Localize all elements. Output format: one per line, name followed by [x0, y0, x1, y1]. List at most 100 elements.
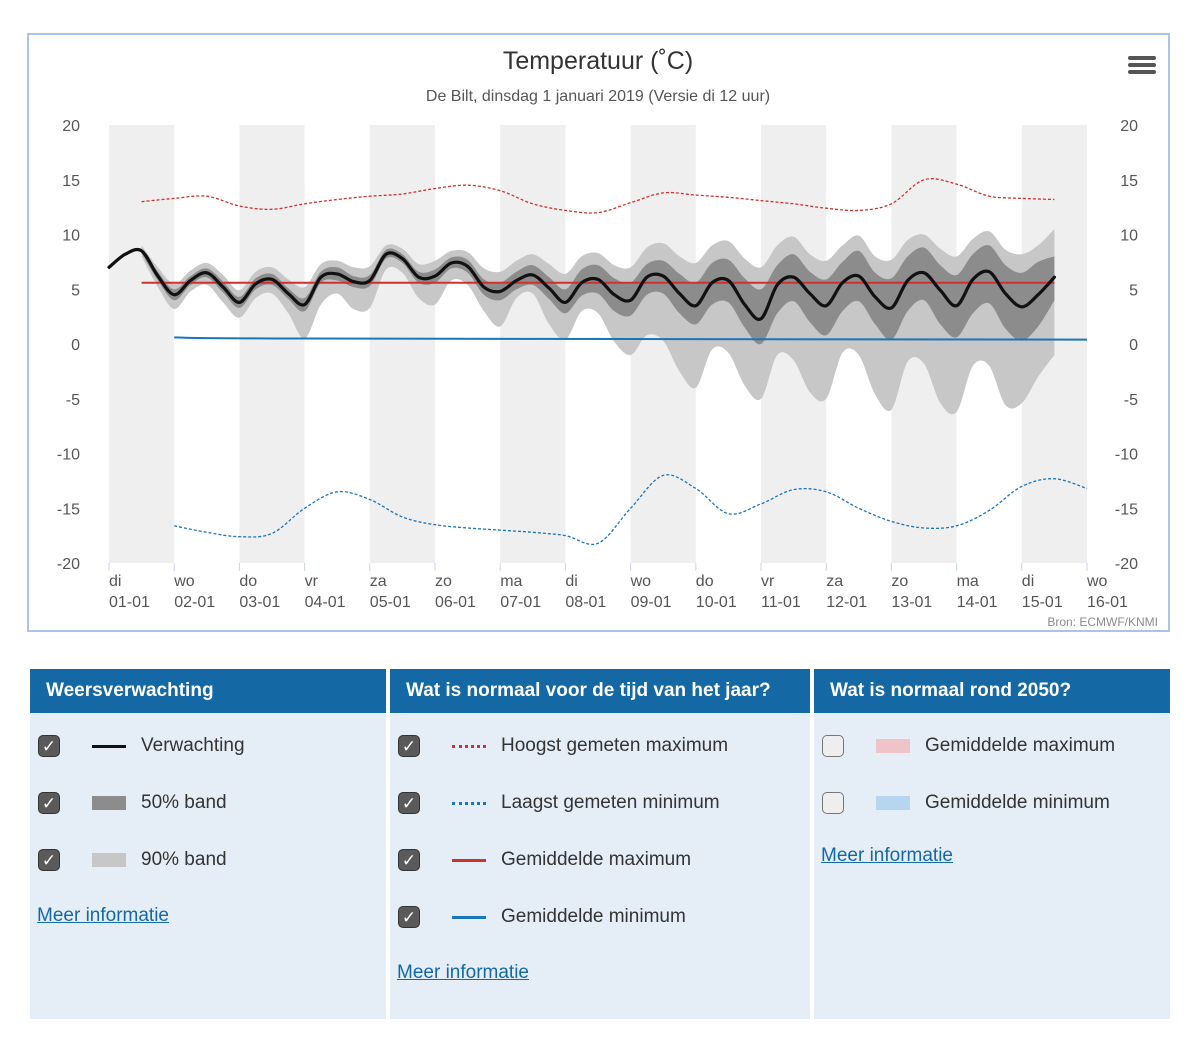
x-tick-day: ma [500, 573, 522, 590]
x-tick-date: 13-01 [891, 594, 932, 611]
x-tick-date: 08-01 [565, 594, 606, 611]
chart-menu-button[interactable] [1126, 53, 1158, 81]
legend-panels: Weersverwachting Verwachting 50% band 90… [30, 669, 1170, 1019]
legend-label: Hoogst gemeten maximum [501, 735, 729, 756]
y-tick-label-right: 10 [1120, 228, 1138, 245]
x-tick-date: 14-01 [957, 594, 998, 611]
series-verwachting [107, 247, 1056, 321]
hamburger-icon-bar [1128, 56, 1156, 60]
x-tick-date: 09-01 [631, 594, 672, 611]
panel-title: Wat is normaal rond 2050? [814, 669, 1170, 713]
x-tick-date: 06-01 [435, 594, 476, 611]
x-tick-date: 11-01 [761, 594, 801, 611]
band-50 [141, 245, 1055, 345]
chart-subtitle: De Bilt, dinsdag 1 januari 2019 (Versie … [426, 88, 770, 105]
legend-label: 50% band [141, 792, 227, 813]
y-tick-label-left: 15 [62, 173, 80, 190]
day-stripe [109, 125, 175, 563]
panel-title: Weersverwachting [30, 669, 386, 713]
legend-item-hoogst-gemeten-maximum[interactable]: Hoogst gemeten maximum [390, 731, 728, 761]
legend-item-50-band[interactable]: 50% band [30, 788, 227, 818]
checkbox[interactable] [398, 849, 420, 871]
x-tick-date: 15-01 [1022, 594, 1063, 611]
temperature-chart: Temperatuur (˚C) De Bilt, dinsdag 1 janua… [27, 33, 1170, 632]
legend-label: Gemiddelde minimum [501, 906, 686, 927]
legend-item-laagst-gemeten-minimum[interactable]: Laagst gemeten minimum [390, 788, 720, 818]
x-tick-day: zo [891, 573, 908, 590]
x-tick-day: do [239, 573, 257, 590]
legend-swatch [92, 853, 126, 867]
x-tick-day: zo [435, 573, 452, 590]
y-tick-label-right: -20 [1115, 556, 1138, 573]
x-tick-day: di [565, 573, 577, 590]
legend-label: 90% band [141, 849, 227, 870]
meer-informatie-link[interactable]: Meer informatie [397, 962, 529, 983]
checkbox[interactable] [822, 792, 844, 814]
chart-source: Bron: ECMWF/KNMI [1047, 615, 1158, 629]
y-tick-label-left: 0 [71, 337, 80, 354]
legend-swatch [452, 858, 486, 862]
x-tick-date: 07-01 [500, 594, 541, 611]
x-tick-day: wo [630, 573, 652, 590]
y-tick-label-right: -5 [1124, 392, 1138, 409]
legend-label: Verwachting [141, 735, 245, 756]
chart-title: Temperatuur (˚C) [503, 47, 693, 75]
checkbox[interactable] [38, 849, 60, 871]
panel-normaal-tijd-van-jaar: Wat is normaal voor de tijd van het jaar… [390, 669, 810, 1019]
x-tick-day: vr [305, 573, 319, 590]
legend-label: Gemiddelde maximum [925, 735, 1116, 756]
series-laagst-gemeten-minimum [174, 474, 1088, 546]
x-tick-day: do [696, 573, 714, 590]
y-tick-label-right: 5 [1129, 282, 1138, 299]
x-tick-date: 10-01 [696, 594, 737, 611]
y-tick-label-right: 15 [1120, 173, 1138, 190]
legend-label: Gemiddelde maximum [501, 849, 692, 870]
y-tick-label-right: -15 [1115, 501, 1138, 518]
y-tick-label-right: 0 [1129, 337, 1138, 354]
legend-item-90-band[interactable]: 90% band [30, 845, 227, 875]
checkbox[interactable] [398, 792, 420, 814]
meer-informatie-link[interactable]: Meer informatie [821, 845, 953, 866]
legend-item-gemiddelde-minimum[interactable]: Gemiddelde minimum [390, 902, 686, 932]
legend-swatch [452, 801, 486, 805]
chart-svg: Temperatuur (˚C) De Bilt, dinsdag 1 janua… [57, 47, 1138, 611]
y-tick-label-left: -15 [57, 501, 80, 518]
x-tick-date: 16-01 [1087, 594, 1128, 611]
legend-item-verwachting[interactable]: Verwachting [30, 731, 245, 761]
y-tick-label-right: 20 [1120, 118, 1138, 135]
legend-swatch [876, 739, 910, 753]
legend-swatch [92, 796, 126, 810]
panel-title: Wat is normaal voor de tijd van het jaar… [390, 669, 810, 713]
y-tick-label-right: -10 [1115, 447, 1138, 464]
legend-item-2050-gemiddelde-maximum[interactable]: Gemiddelde maximum [814, 731, 1115, 761]
x-tick-day: wo [173, 573, 195, 590]
x-tick-day: ma [957, 573, 979, 590]
hamburger-icon-bar [1128, 63, 1156, 67]
y-tick-label-left: 20 [62, 118, 80, 135]
x-tick-date: 01-01 [109, 594, 150, 611]
hamburger-icon-bar [1128, 70, 1156, 74]
meer-informatie-link[interactable]: Meer informatie [37, 905, 169, 926]
legend-item-gemiddelde-maximum[interactable]: Gemiddelde maximum [390, 845, 691, 875]
checkbox[interactable] [398, 735, 420, 757]
y-tick-label-left: -10 [57, 447, 80, 464]
checkbox[interactable] [822, 735, 844, 757]
series-hoogst-gemeten-maximum [141, 178, 1055, 214]
checkbox[interactable] [38, 792, 60, 814]
legend-item-2050-gemiddelde-minimum[interactable]: Gemiddelde minimum [814, 788, 1110, 818]
x-tick-day: di [109, 573, 121, 590]
legend-swatch [452, 915, 486, 919]
y-tick-label-left: 5 [71, 282, 80, 299]
checkbox[interactable] [398, 906, 420, 928]
day-stripe [369, 125, 435, 563]
x-tick-date: 05-01 [370, 594, 411, 611]
legend-swatch [876, 796, 910, 810]
x-tick-day: vr [761, 573, 775, 590]
legend-label: Gemiddelde minimum [925, 792, 1110, 813]
checkbox[interactable] [38, 735, 60, 757]
x-tick-date: 04-01 [305, 594, 346, 611]
x-tick-date: 02-01 [174, 594, 215, 611]
series-gemiddelde-minimum [174, 336, 1088, 341]
x-tick-day: za [826, 573, 843, 590]
x-tick-day: za [370, 573, 387, 590]
